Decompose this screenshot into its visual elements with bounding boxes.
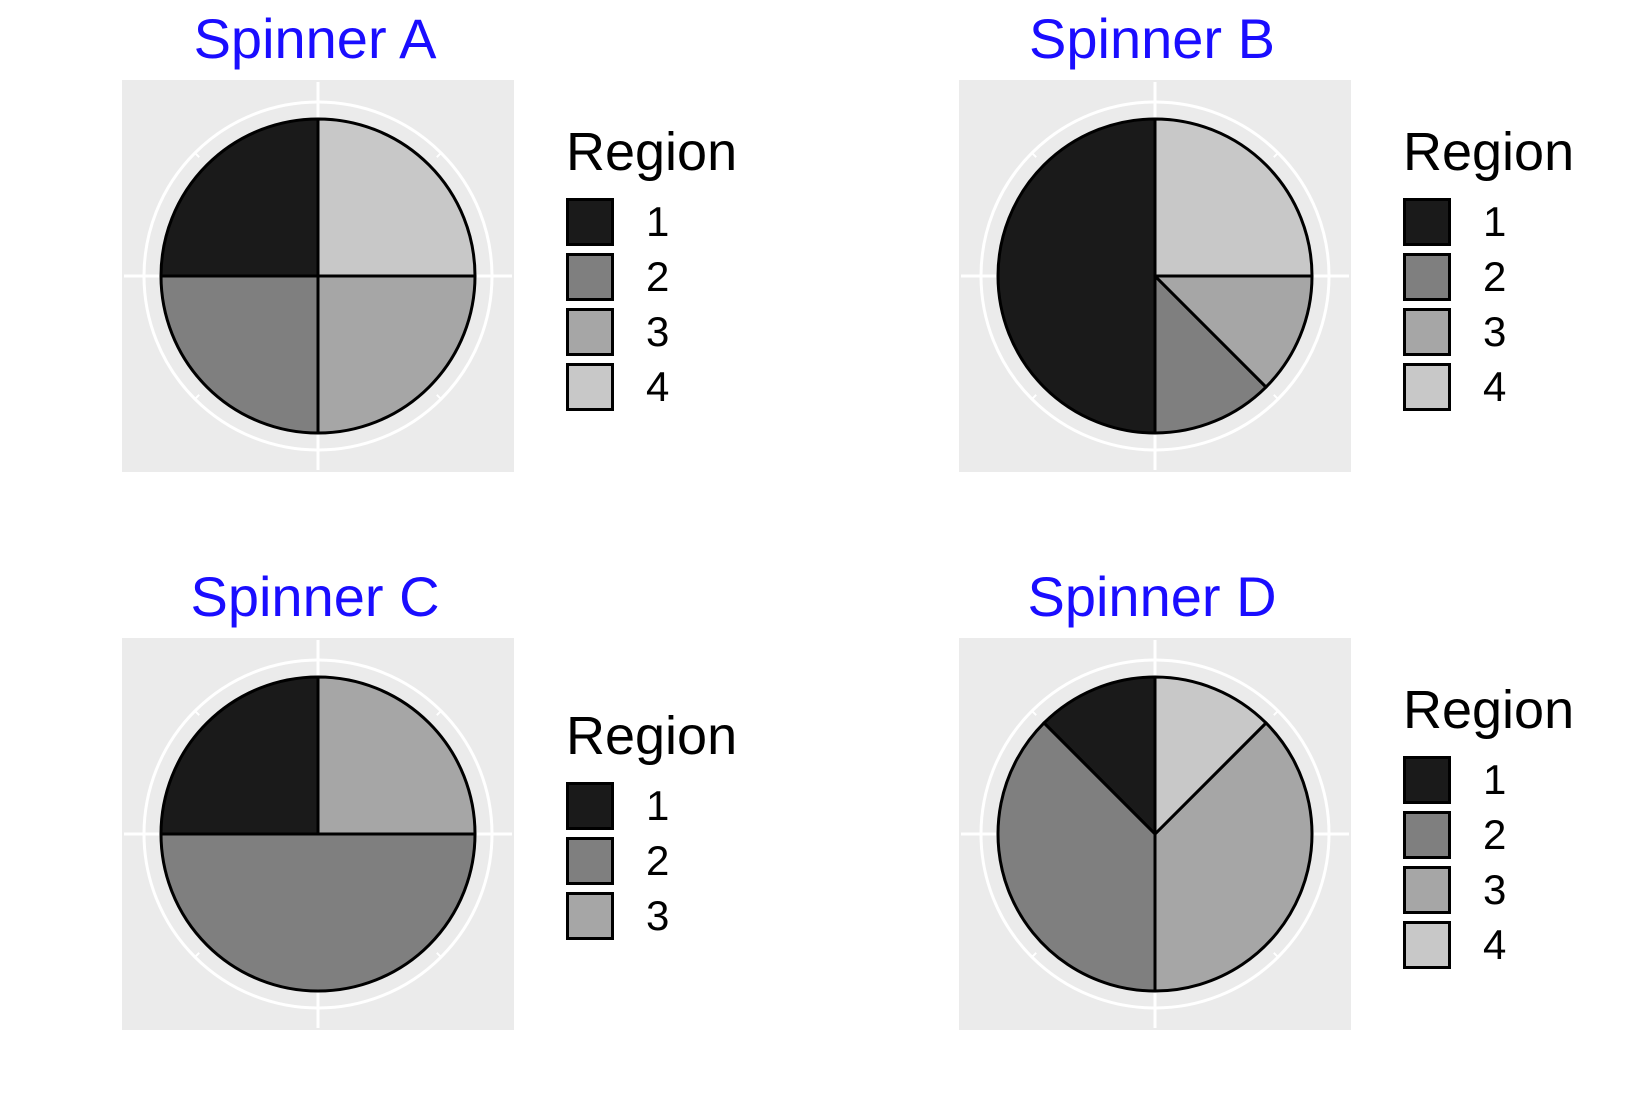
legend-item: 4 bbox=[1403, 917, 1574, 972]
legend: Region 1 2 3 bbox=[566, 704, 737, 943]
grid-tick bbox=[1031, 394, 1037, 400]
pie-slice bbox=[1153, 274, 1268, 435]
legend-key bbox=[566, 362, 614, 411]
legend-key bbox=[1403, 810, 1451, 859]
legend-key bbox=[1403, 307, 1451, 356]
legend-item: 1 bbox=[1403, 752, 1574, 807]
pie-slice bbox=[1153, 117, 1314, 278]
legend-title: Region bbox=[566, 706, 738, 766]
legend-item: 1 bbox=[566, 778, 737, 833]
pie-slice bbox=[316, 274, 477, 435]
grid-tick bbox=[436, 952, 442, 958]
legend-item: 2 bbox=[566, 833, 737, 888]
legend-label: 3 bbox=[1483, 307, 1507, 355]
legend-label: 1 bbox=[1483, 197, 1507, 245]
grid-tick bbox=[194, 710, 200, 716]
grid-tick bbox=[1273, 710, 1279, 716]
legend: Region 1 2 3 4 bbox=[1403, 120, 1574, 414]
pie-chart bbox=[124, 640, 512, 1028]
legend-label: 2 bbox=[646, 252, 670, 300]
legend-title: Region bbox=[1403, 122, 1575, 182]
panel-spinner-b: Spinner B Region 1 2 3 4 bbox=[837, 0, 1640, 548]
legend-item: 3 bbox=[1403, 304, 1574, 359]
legend-item: 2 bbox=[566, 249, 737, 304]
panel-spinner-c: Spinner C Region 1 2 3 bbox=[0, 558, 820, 1106]
pie-slice bbox=[316, 675, 477, 836]
chart-title: Spinner B bbox=[1029, 7, 1275, 70]
legend-item: 4 bbox=[566, 359, 737, 414]
legend-label: 2 bbox=[1483, 810, 1507, 858]
legend-key bbox=[566, 781, 614, 830]
legend: Region 1 2 3 4 bbox=[1403, 678, 1574, 972]
pie-chart bbox=[961, 82, 1349, 470]
legend-item: 2 bbox=[1403, 249, 1574, 304]
legend-item: 4 bbox=[1403, 359, 1574, 414]
legend-key bbox=[1403, 865, 1451, 914]
legend-key bbox=[1403, 920, 1451, 969]
chart-title: Spinner C bbox=[190, 565, 440, 628]
legend-title: Region bbox=[1403, 680, 1575, 740]
grid-tick bbox=[1031, 152, 1037, 158]
legend-item: 3 bbox=[1403, 862, 1574, 917]
legend-title: Region bbox=[566, 122, 738, 182]
grid-tick bbox=[1031, 710, 1037, 716]
legend-item: 3 bbox=[566, 304, 737, 359]
pie-slice bbox=[159, 675, 320, 836]
legend-label: 4 bbox=[646, 362, 670, 410]
pie-chart bbox=[124, 82, 512, 470]
panel-spinner-a: Spinner A Region 1 2 3 4 bbox=[0, 0, 820, 548]
pie-chart bbox=[961, 640, 1349, 1028]
legend-key bbox=[1403, 197, 1451, 246]
grid-tick bbox=[194, 152, 200, 158]
grid-tick bbox=[436, 394, 442, 400]
legend-label: 3 bbox=[1483, 865, 1507, 913]
legend-item: 1 bbox=[1403, 194, 1574, 249]
grid-tick bbox=[194, 394, 200, 400]
grid-tick bbox=[1273, 152, 1279, 158]
legend-label: 3 bbox=[646, 307, 670, 355]
pie-slice bbox=[159, 274, 320, 435]
legend-label: 2 bbox=[1483, 252, 1507, 300]
pie-slice bbox=[316, 117, 477, 278]
legend-key bbox=[566, 836, 614, 885]
legend-key bbox=[1403, 252, 1451, 301]
grid-tick bbox=[1273, 952, 1279, 958]
grid-tick bbox=[194, 952, 200, 958]
grid-tick bbox=[1031, 952, 1037, 958]
pie-slice bbox=[996, 117, 1157, 435]
grid-tick bbox=[436, 710, 442, 716]
legend-key bbox=[566, 891, 614, 940]
legend-key bbox=[566, 307, 614, 356]
chart-title: Spinner A bbox=[193, 7, 437, 70]
legend-key bbox=[1403, 362, 1451, 411]
pie-slice bbox=[159, 832, 477, 993]
pie-slice bbox=[996, 721, 1157, 993]
legend-label: 4 bbox=[1483, 920, 1507, 968]
pie-slice bbox=[1042, 675, 1157, 836]
legend-item: 1 bbox=[566, 194, 737, 249]
grid-tick bbox=[436, 152, 442, 158]
legend-key bbox=[566, 252, 614, 301]
legend-label: 1 bbox=[1483, 755, 1507, 803]
legend-label: 2 bbox=[646, 836, 670, 884]
legend-label: 1 bbox=[646, 197, 670, 245]
legend-label: 3 bbox=[646, 891, 670, 939]
legend-key bbox=[1403, 755, 1451, 804]
legend-item: 3 bbox=[566, 888, 737, 943]
pie-slice bbox=[159, 117, 320, 278]
legend-label: 1 bbox=[646, 781, 670, 829]
pie-slice bbox=[1153, 274, 1314, 389]
legend: Region 1 2 3 4 bbox=[566, 120, 737, 414]
legend-label: 4 bbox=[1483, 362, 1507, 410]
legend-item: 2 bbox=[1403, 807, 1574, 862]
pie-slice bbox=[1153, 675, 1268, 836]
grid-tick bbox=[1273, 394, 1279, 400]
pie-slice bbox=[1153, 721, 1314, 993]
legend-key bbox=[566, 197, 614, 246]
panel-spinner-d: Spinner D Region 1 2 3 4 bbox=[837, 558, 1640, 1106]
chart-title: Spinner D bbox=[1027, 565, 1277, 628]
